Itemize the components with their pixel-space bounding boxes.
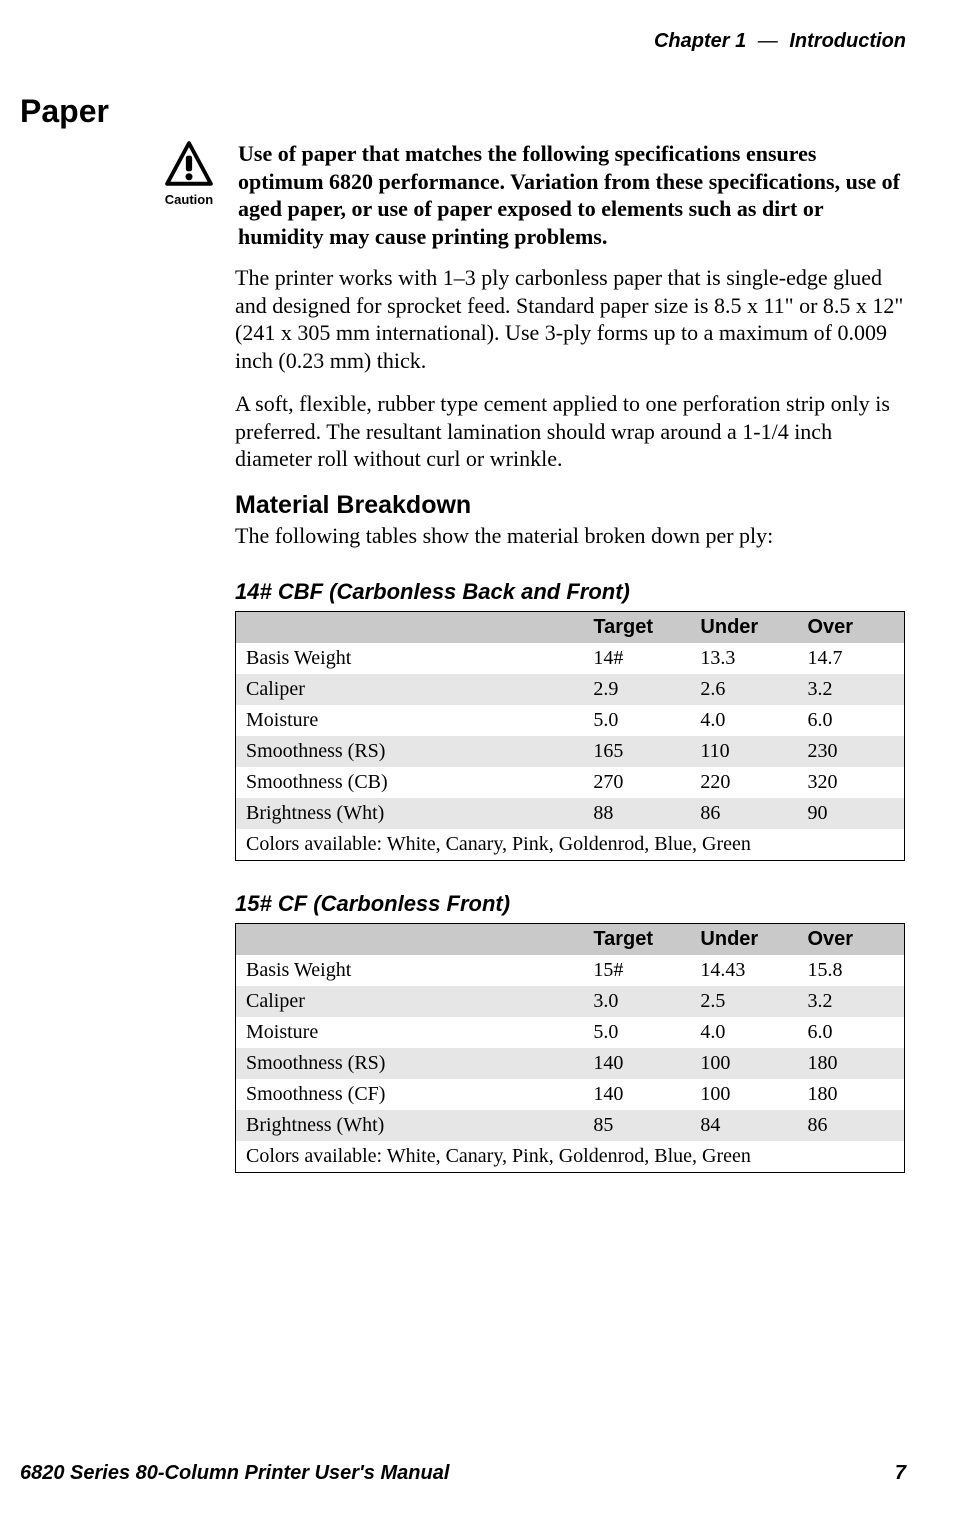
table-row: Moisture5.04.06.0 <box>236 705 905 736</box>
table-title: 15# CF (Carbonless Front) <box>235 891 906 917</box>
manual-title: 6820 Series 80-Column Printer User's Man… <box>20 1462 449 1485</box>
running-header: Chapter 1 — Introduction <box>20 30 906 53</box>
table-cell: Moisture <box>236 705 584 736</box>
spec-table: TargetUnderOverBasis Weight15#14.4315.8C… <box>235 923 905 1173</box>
table-cell: 180 <box>797 1079 904 1110</box>
table-cell: 4.0 <box>690 1017 797 1048</box>
caution-icon: Caution <box>160 140 218 207</box>
table-cell: 13.3 <box>690 643 797 674</box>
table-cell: 14.7 <box>797 643 904 674</box>
table-header-cell: Under <box>690 924 797 956</box>
table-row: Brightness (Wht)888690 <box>236 798 905 829</box>
table-header-cell: Target <box>583 924 690 956</box>
table-cell: 15.8 <box>797 955 904 986</box>
subsection-heading: Material Breakdown <box>235 491 906 520</box>
table-cell: Moisture <box>236 1017 584 1048</box>
table-cell: 6.0 <box>797 705 904 736</box>
table-row: Smoothness (RS)165110230 <box>236 736 905 767</box>
table-row: Smoothness (CF)140100180 <box>236 1079 905 1110</box>
caution-label: Caution <box>160 192 218 207</box>
section-title: Paper <box>20 93 906 130</box>
table-row: Basis Weight15#14.4315.8 <box>236 955 905 986</box>
table-cell: Smoothness (RS) <box>236 736 584 767</box>
table-footer-cell: Colors available: White, Canary, Pink, G… <box>236 829 905 861</box>
table-cell: 86 <box>690 798 797 829</box>
table-cell: 2.5 <box>690 986 797 1017</box>
table-cell: 84 <box>690 1110 797 1141</box>
table-header-cell: Over <box>797 612 904 644</box>
table-cell: 320 <box>797 767 904 798</box>
table-cell: 3.0 <box>583 986 690 1017</box>
page-number: 7 <box>895 1462 906 1485</box>
table-cell: 86 <box>797 1110 904 1141</box>
caution-text: Use of paper that matches the following … <box>238 140 906 250</box>
table-cell: Caliper <box>236 674 584 705</box>
table-cell: Smoothness (CF) <box>236 1079 584 1110</box>
table-header-row: TargetUnderOver <box>236 612 905 644</box>
table-row: Caliper3.02.53.2 <box>236 986 905 1017</box>
caution-block: Caution Use of paper that matches the fo… <box>160 140 906 250</box>
table-cell: 110 <box>690 736 797 767</box>
body-paragraph: A soft, flexible, rubber type cement app… <box>235 390 906 473</box>
table-cell: 88 <box>583 798 690 829</box>
table-header-cell: Over <box>797 924 904 956</box>
table-cell: 3.2 <box>797 986 904 1017</box>
table-header-cell: Target <box>583 612 690 644</box>
table-cell: 100 <box>690 1048 797 1079</box>
chapter-number: 1 <box>735 30 746 52</box>
table-header-cell <box>236 924 584 956</box>
table-cell: 270 <box>583 767 690 798</box>
subsection-intro: The following tables show the material b… <box>235 522 906 550</box>
table-cell: Smoothness (RS) <box>236 1048 584 1079</box>
table-cell: 100 <box>690 1079 797 1110</box>
table-cell: 15# <box>583 955 690 986</box>
table-footer-row: Colors available: White, Canary, Pink, G… <box>236 829 905 861</box>
table-cell: 90 <box>797 798 904 829</box>
table-cell: 85 <box>583 1110 690 1141</box>
table-header-cell: Under <box>690 612 797 644</box>
table-cell: 180 <box>797 1048 904 1079</box>
table-cell: 220 <box>690 767 797 798</box>
page-footer: 6820 Series 80-Column Printer User's Man… <box>20 1462 906 1485</box>
table-cell: Caliper <box>236 986 584 1017</box>
content-column: The printer works with 1–3 ply carbonles… <box>235 264 906 1173</box>
table-cell: 3.2 <box>797 674 904 705</box>
table-cell: 165 <box>583 736 690 767</box>
table-header-cell <box>236 612 584 644</box>
table-header-row: TargetUnderOver <box>236 924 905 956</box>
document-page: Chapter 1 — Introduction Paper Caution U… <box>0 0 976 1515</box>
body-paragraph: The printer works with 1–3 ply carbonles… <box>235 264 906 374</box>
table-cell: 140 <box>583 1079 690 1110</box>
warning-triangle-icon <box>164 140 214 190</box>
table-row: Basis Weight14#13.314.7 <box>236 643 905 674</box>
chapter-title: Introduction <box>789 30 906 52</box>
table-cell: 2.9 <box>583 674 690 705</box>
table-cell: Basis Weight <box>236 643 584 674</box>
table-cell: 230 <box>797 736 904 767</box>
table-cell: 14# <box>583 643 690 674</box>
table-cell: 2.6 <box>690 674 797 705</box>
table-cell: 14.43 <box>690 955 797 986</box>
table-title: 14# CBF (Carbonless Back and Front) <box>235 579 906 605</box>
table-footer-row: Colors available: White, Canary, Pink, G… <box>236 1141 905 1173</box>
table-cell: 6.0 <box>797 1017 904 1048</box>
table-cell: Brightness (Wht) <box>236 1110 584 1141</box>
chapter-label: Chapter <box>654 30 730 52</box>
table-row: Smoothness (RS)140100180 <box>236 1048 905 1079</box>
tables-container: 14# CBF (Carbonless Back and Front) Targe… <box>235 579 906 1173</box>
table-cell: 5.0 <box>583 705 690 736</box>
table-row: Brightness (Wht)858486 <box>236 1110 905 1141</box>
table-cell: Smoothness (CB) <box>236 767 584 798</box>
table-row: Caliper2.92.63.2 <box>236 674 905 705</box>
header-separator: — <box>758 30 778 52</box>
table-row: Smoothness (CB)270220320 <box>236 767 905 798</box>
table-cell: 5.0 <box>583 1017 690 1048</box>
table-footer-cell: Colors available: White, Canary, Pink, G… <box>236 1141 905 1173</box>
table-cell: Basis Weight <box>236 955 584 986</box>
table-cell: Brightness (Wht) <box>236 798 584 829</box>
table-cell: 4.0 <box>690 705 797 736</box>
table-cell: 140 <box>583 1048 690 1079</box>
spec-table: TargetUnderOverBasis Weight14#13.314.7Ca… <box>235 611 905 861</box>
table-row: Moisture5.04.06.0 <box>236 1017 905 1048</box>
